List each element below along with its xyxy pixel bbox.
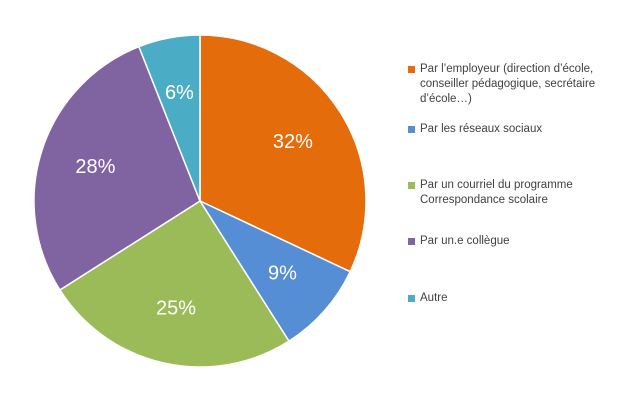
legend-label: Par un.e collègue: [420, 235, 510, 247]
pie-slice: [138, 34, 201, 202]
legend-swatch: [408, 126, 415, 133]
pie-slice: [59, 200, 290, 368]
legend-label: Par l’employeur (direction d’école, cons…: [420, 63, 596, 105]
legend-item: Par un.e collègue: [408, 234, 618, 249]
pie-slice: [199, 34, 367, 273]
slice-data-label: 28%: [75, 156, 115, 178]
legend-item: Par un courriel du programme Corresponda…: [408, 178, 618, 208]
legend-label: Par un courriel du programme Corresponda…: [420, 179, 573, 206]
legend-item: Autre: [408, 291, 618, 306]
legend-swatch: [408, 182, 415, 189]
legend-swatch: [408, 238, 415, 245]
legend-item: Par les réseaux sociaux: [408, 122, 618, 137]
slice-data-label: 6%: [165, 82, 194, 104]
pie-slice: [199, 200, 351, 342]
slice-data-label: 32%: [273, 131, 313, 153]
slice-data-label: 9%: [268, 263, 297, 285]
legend-label: Par les réseaux sociaux: [420, 123, 543, 135]
legend-swatch: [408, 66, 415, 73]
legend-swatch: [408, 295, 415, 302]
legend-item: Par l’employeur (direction d’école, cons…: [408, 62, 618, 107]
pie-slice: [33, 45, 201, 291]
legend-label: Autre: [420, 292, 448, 304]
slice-data-label: 25%: [156, 297, 196, 319]
